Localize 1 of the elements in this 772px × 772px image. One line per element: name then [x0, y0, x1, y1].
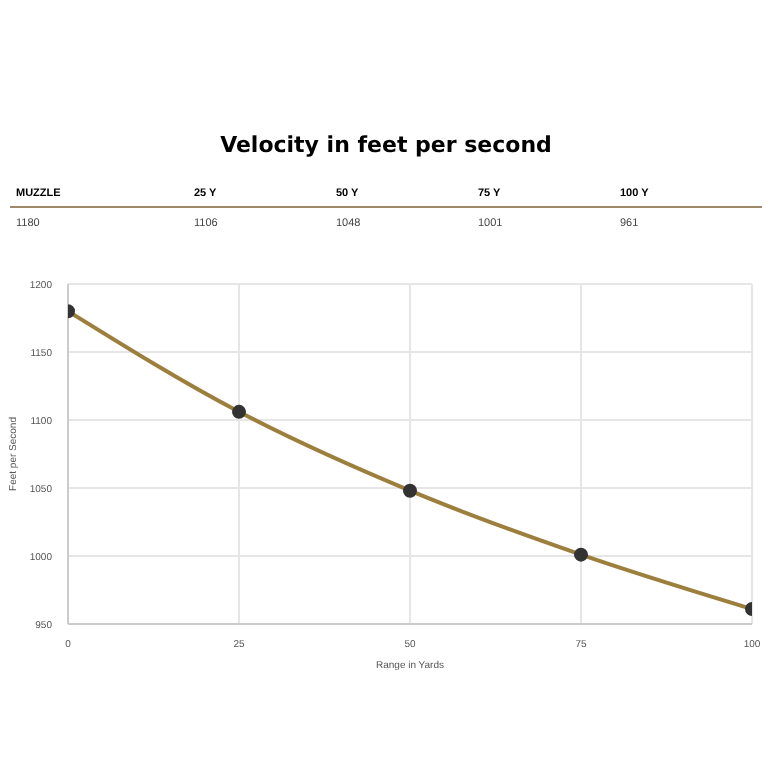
chart-title: Velocity in feet per second — [218, 132, 554, 158]
